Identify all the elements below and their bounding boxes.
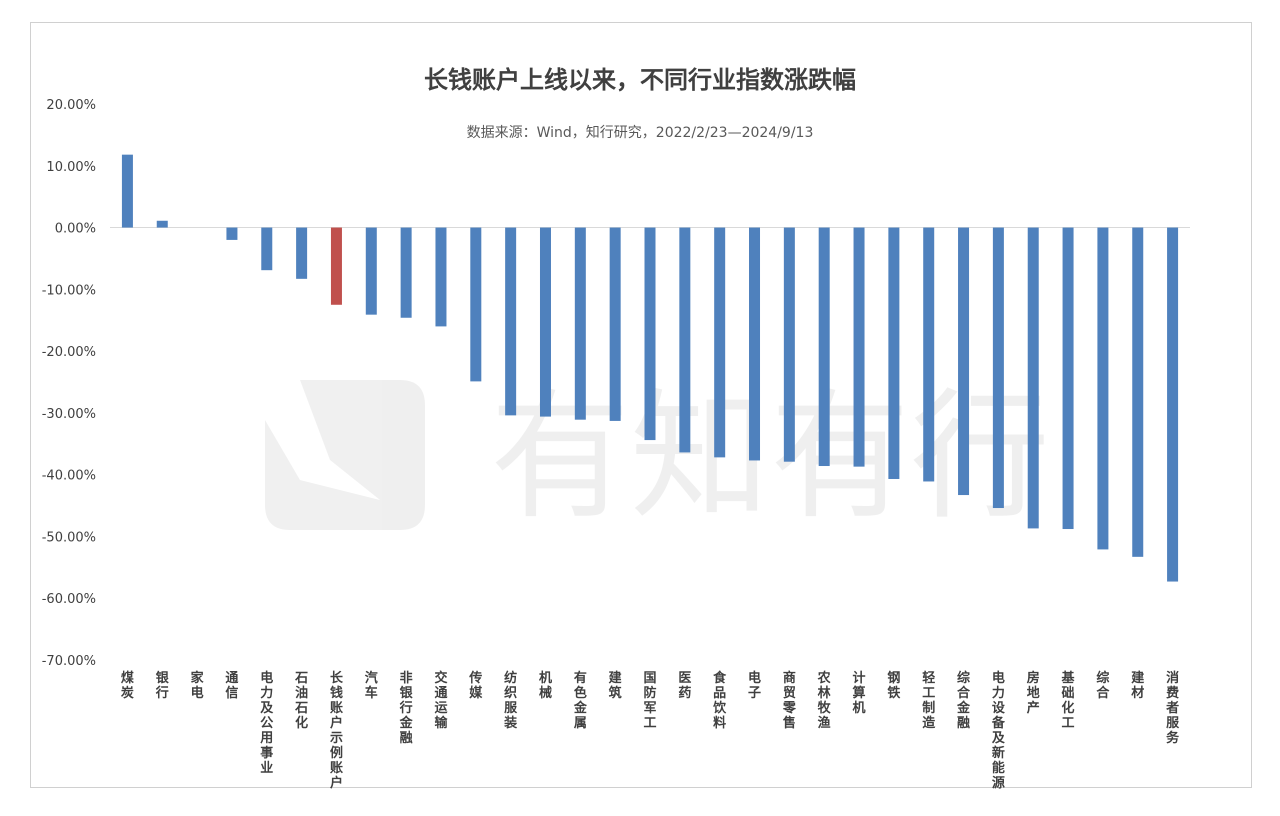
x-tick-label: 非银行金融 [399, 670, 414, 746]
bar-12 [505, 227, 517, 416]
x-tick-label: 建材 [1131, 670, 1144, 701]
x-tick-label: 食品饮料 [712, 670, 727, 731]
y-tick-label: -50.00% [42, 530, 96, 545]
x-tick-label: 交通运输 [434, 670, 448, 731]
x-tick-label: 消费者服务 [1165, 670, 1180, 746]
bar-21 [818, 227, 830, 467]
x-tick-label: 商贸零售 [782, 670, 797, 731]
bar-26 [992, 227, 1004, 509]
bar-6 [296, 227, 308, 279]
x-tick-label: 煤炭 [121, 670, 134, 701]
x-tick-label: 汽车 [365, 670, 378, 701]
x-tick-label: 家电 [191, 670, 205, 701]
x-tick-label: 长钱账户示例账户 [330, 670, 344, 791]
bar-14 [574, 227, 586, 420]
bar-10 [435, 227, 447, 327]
bar-4 [226, 227, 238, 240]
bars-group [121, 154, 1179, 582]
chart-title: 长钱账户上线以来，不同行业指数涨跌幅 [424, 66, 856, 94]
x-tick-label: 电子 [748, 670, 761, 701]
watermark-logo: 有知有行 [265, 376, 1050, 539]
bar-9 [400, 227, 412, 318]
x-tick-label: 国防军工 [643, 671, 656, 731]
bar-7 [330, 227, 342, 305]
bar-2 [156, 220, 168, 228]
bar-1 [121, 154, 133, 228]
bar-17 [679, 227, 691, 453]
x-tick-label: 计算机 [853, 670, 866, 716]
bar-30 [1132, 227, 1144, 557]
x-tick-label: 通信 [225, 670, 238, 701]
x-tick-label: 钢铁 [886, 670, 900, 701]
bar-16 [644, 227, 656, 441]
bar-28 [1062, 227, 1074, 530]
x-tick-label: 基础化工 [1061, 670, 1076, 731]
y-tick-label: -10.00% [42, 283, 96, 298]
bar-19 [749, 227, 761, 461]
x-tick-label: 综合金融 [956, 670, 971, 731]
bar-22 [853, 227, 865, 467]
bar-18 [714, 227, 726, 458]
x-tick-label: 银行 [155, 670, 170, 701]
y-tick-label: -40.00% [42, 469, 96, 484]
chart-subtitle: 数据来源：Wind，知行研究，2022/2/23—2024/9/13 [466, 125, 814, 141]
bar-23 [888, 227, 900, 479]
bar-13 [539, 227, 551, 417]
y-tick-label: 10.00% [46, 160, 96, 175]
y-tick-label: -20.00% [42, 345, 96, 360]
bar-31 [1167, 227, 1179, 582]
y-tick-label: -30.00% [42, 407, 96, 422]
y-tick-label: 0.00% [55, 222, 96, 237]
x-tick-label: 农林牧渔 [817, 670, 832, 731]
bar-27 [1027, 227, 1039, 529]
x-tick-label: 建筑 [609, 670, 622, 701]
x-tick-label: 电力设备及新能源 [991, 670, 1006, 791]
x-tick-label: 石油石化 [294, 671, 308, 731]
y-tick-label: -70.00% [42, 654, 96, 669]
chart-frame [30, 22, 1252, 788]
x-tick-label: 有色金属 [573, 670, 588, 731]
y-axis: 20.00% 10.00% 0.00% -10.00% -20.00% -30.00% -4… [42, 98, 96, 669]
x-tick-label: 电力及公用事业 [259, 670, 274, 776]
bar-5 [261, 227, 273, 271]
x-tick-label: 房地产 [1027, 670, 1040, 716]
bar-29 [1097, 227, 1109, 550]
x-tick-label: 机械 [539, 670, 552, 701]
x-tick-label: 轻工制造 [922, 670, 936, 731]
bar-8 [365, 227, 377, 315]
x-tick-label: 综合 [1096, 670, 1110, 701]
x-tick-label: 纺织服装 [503, 670, 518, 731]
y-tick-label: -60.00% [42, 592, 96, 607]
bar-20 [783, 227, 795, 462]
bar-15 [609, 227, 621, 421]
bar-11 [470, 227, 482, 382]
bar-24 [923, 227, 935, 482]
x-tick-label: 传媒 [468, 670, 483, 701]
y-tick-label: 20.00% [46, 98, 96, 113]
bar-25 [958, 227, 970, 496]
x-tick-label: 医药 [678, 671, 691, 701]
